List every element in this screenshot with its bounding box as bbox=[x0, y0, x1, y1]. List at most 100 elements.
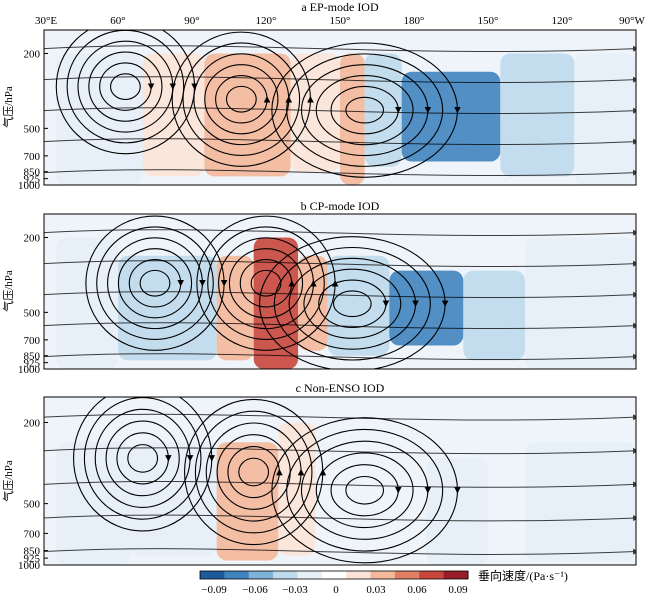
y-tick-label: 200 bbox=[24, 233, 41, 245]
streamline bbox=[94, 408, 194, 508]
colorbar-tick-label: 0 bbox=[333, 584, 339, 596]
y-tick-label: 700 bbox=[24, 528, 41, 540]
streamline bbox=[345, 96, 385, 124]
y-tick-label: 1000 bbox=[18, 364, 41, 376]
y-axis-label: 气压/hPa bbox=[1, 460, 15, 502]
streamline bbox=[271, 417, 461, 564]
streamline bbox=[109, 73, 141, 101]
streamline bbox=[330, 464, 402, 517]
streamline bbox=[315, 452, 414, 529]
streamline bbox=[225, 85, 257, 113]
shading-region bbox=[426, 458, 488, 565]
streamline bbox=[315, 75, 414, 146]
streamline bbox=[44, 447, 636, 455]
streamline bbox=[107, 237, 206, 330]
shading-region bbox=[216, 255, 254, 361]
streamline bbox=[44, 107, 636, 114]
streamline bbox=[72, 397, 216, 532]
x-tick-label: 120° bbox=[256, 15, 277, 27]
y-axis-label: 气压/hPa bbox=[1, 86, 15, 128]
colorbar-swatch bbox=[224, 571, 250, 579]
streamline bbox=[182, 42, 301, 157]
streamline bbox=[44, 514, 636, 522]
x-tick-label: 30°E bbox=[35, 15, 57, 27]
streamline bbox=[66, 30, 185, 144]
colorbar-ticks: −0.09 −0.06 −0.03 0 0.03 0.06 0.09 bbox=[201, 584, 468, 596]
y-axis-label: 气压/hPa bbox=[1, 270, 15, 312]
streamline bbox=[127, 444, 159, 473]
colorbar-swatch bbox=[370, 571, 396, 579]
colorbar-tick-label: −0.06 bbox=[242, 584, 268, 596]
colorbar-swatches bbox=[200, 571, 469, 579]
panel-title: c Non-ENSO IOD bbox=[296, 381, 385, 395]
shading-region bbox=[389, 270, 464, 346]
streamline bbox=[139, 269, 171, 297]
streamline bbox=[85, 215, 228, 351]
streamline bbox=[303, 268, 402, 339]
shading-region bbox=[401, 71, 501, 162]
streamline bbox=[300, 440, 432, 540]
streamline bbox=[273, 246, 431, 361]
y-tick-label: 850 bbox=[24, 351, 41, 363]
streamline bbox=[44, 229, 636, 236]
streamline bbox=[258, 236, 449, 369]
streamline bbox=[44, 480, 636, 488]
shading-layer bbox=[44, 397, 636, 565]
shading-region bbox=[525, 442, 636, 561]
shading-region bbox=[130, 442, 217, 556]
streamline-layer bbox=[44, 30, 636, 178]
x-tick-label: 120° bbox=[552, 15, 573, 27]
streamline bbox=[215, 74, 271, 124]
streamline bbox=[105, 420, 180, 497]
streamline bbox=[345, 476, 385, 505]
x-tick-label: 150° bbox=[478, 15, 499, 27]
colorbar-swatch bbox=[394, 571, 420, 579]
streamline bbox=[96, 226, 214, 340]
shading-region bbox=[500, 53, 575, 177]
y-tick-label: 500 bbox=[24, 499, 41, 511]
streamline bbox=[205, 422, 305, 522]
colorbar-tick-label: −0.03 bbox=[282, 584, 308, 596]
colorbar-label: 垂向速度/(Pa·s⁻¹) bbox=[478, 568, 568, 583]
colorbar-swatch bbox=[200, 571, 225, 579]
streamline bbox=[207, 226, 325, 340]
streamline bbox=[193, 53, 293, 146]
x-tick-label: 150° bbox=[330, 15, 351, 27]
streamline bbox=[300, 64, 432, 157]
streamline bbox=[44, 322, 636, 329]
streamline bbox=[204, 64, 279, 135]
streamline bbox=[44, 169, 636, 176]
shading-region bbox=[204, 53, 291, 177]
colorbar-swatch bbox=[273, 571, 298, 579]
shading-region bbox=[298, 255, 328, 351]
shading-region bbox=[56, 442, 131, 565]
shading-region bbox=[216, 442, 279, 561]
streamline bbox=[286, 428, 444, 552]
shading-region bbox=[463, 270, 525, 361]
streamline bbox=[227, 445, 283, 499]
x-tick-label: 90° bbox=[184, 15, 199, 27]
y-tick-label: 200 bbox=[24, 49, 41, 61]
streamline bbox=[228, 248, 304, 319]
streamline bbox=[44, 353, 636, 360]
colorbar: −0.09 −0.06 −0.03 0 0.03 0.06 0.09 垂向速度/… bbox=[199, 568, 568, 596]
colorbar-tick-label: 0.03 bbox=[366, 584, 386, 596]
y-tick-label: 850 bbox=[24, 167, 41, 179]
streamline bbox=[44, 76, 636, 83]
streamline bbox=[171, 31, 314, 167]
streamline bbox=[44, 138, 636, 145]
streamline bbox=[332, 290, 372, 318]
streamline bbox=[128, 258, 185, 308]
x-axis-ticks: 30°E 60° 90° 120° 150° 180° 150° 120° 90… bbox=[35, 15, 646, 27]
streamline bbox=[194, 410, 313, 534]
colorbar-tick-label: −0.09 bbox=[201, 584, 227, 596]
y-tick-label: 1000 bbox=[18, 560, 41, 572]
y-tick-label: 500 bbox=[24, 307, 41, 319]
x-tick-label: 60° bbox=[110, 15, 125, 27]
y-tick-label: 500 bbox=[24, 123, 41, 135]
